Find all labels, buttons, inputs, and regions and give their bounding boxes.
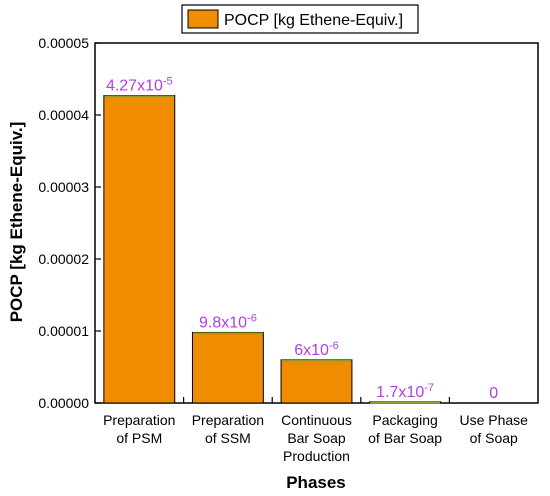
bar xyxy=(103,95,176,404)
x-tick-label: Production xyxy=(283,448,350,464)
x-axis-title: Phases xyxy=(286,473,346,492)
data-label: 4.27x10-5 xyxy=(106,76,173,95)
y-tick-label: 0.00003 xyxy=(38,179,89,195)
bar xyxy=(191,331,264,404)
bar xyxy=(280,359,353,404)
legend-label: POCP [kg Ethene-Equiv.] xyxy=(224,12,403,29)
x-tick-label: Continuous xyxy=(281,412,352,428)
data-label: 6x10-6 xyxy=(294,340,338,359)
data-label: 1.7x10-7 xyxy=(376,382,434,401)
y-tick-label: 0.00001 xyxy=(38,323,89,339)
plot-area: 0.00000 0.00001 0.00002 0.00003 0.00004 0.000… xyxy=(38,35,539,464)
x-tick-label: of SSM xyxy=(205,430,251,446)
legend-swatch xyxy=(187,9,219,29)
y-axis-title: POCP [kg Ethene-Equiv.] xyxy=(7,122,26,323)
x-tick-label: Bar Soap xyxy=(287,430,346,446)
x-tick-label: of PSM xyxy=(116,430,162,446)
data-label: 0 xyxy=(489,385,498,402)
x-tick-label: Preparation xyxy=(192,412,264,428)
legend-box xyxy=(181,4,419,34)
y-tick-label: 0.00002 xyxy=(38,251,89,267)
y-tick-label: 0.00000 xyxy=(38,395,89,411)
x-tick-label: of Soap xyxy=(470,430,518,446)
x-tick-label: Preparation xyxy=(103,412,175,428)
data-label: 9.8x10-6 xyxy=(199,312,257,331)
y-tick-label: 0.00005 xyxy=(38,35,89,51)
x-tick-label: Use Phase xyxy=(459,412,528,428)
x-tick-label: Packaging xyxy=(372,412,437,428)
legend: POCP [kg Ethene-Equiv.] xyxy=(181,4,419,34)
x-tick-label: of Bar Soap xyxy=(368,430,442,446)
y-tick-label: 0.00004 xyxy=(38,107,89,123)
